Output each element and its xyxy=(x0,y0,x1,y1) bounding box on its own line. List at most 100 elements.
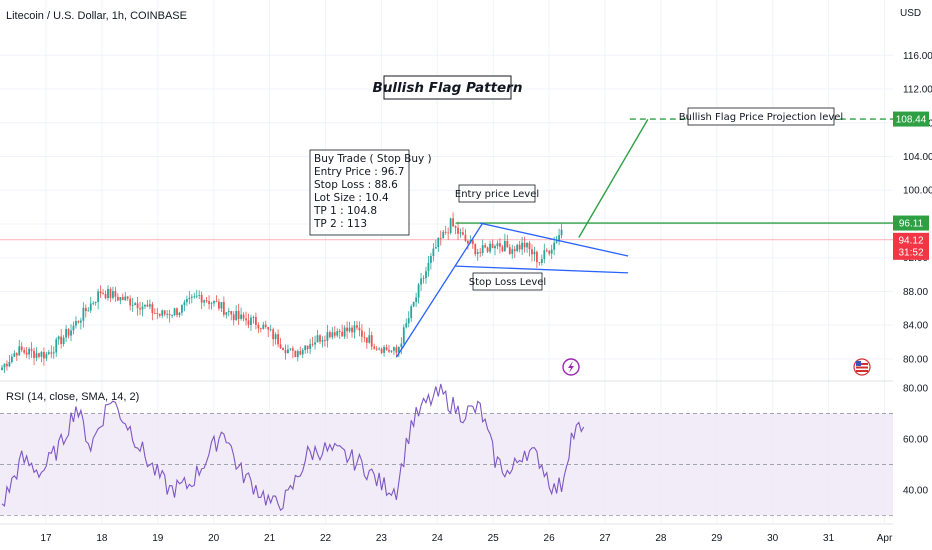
candle[interactable] xyxy=(476,248,479,261)
candle[interactable] xyxy=(346,321,348,339)
candle[interactable] xyxy=(533,246,536,262)
candle[interactable] xyxy=(427,256,430,277)
candle[interactable] xyxy=(499,238,501,254)
candle[interactable] xyxy=(242,312,245,322)
candle[interactable] xyxy=(149,299,151,310)
candle[interactable] xyxy=(40,350,43,363)
candle[interactable] xyxy=(368,327,371,344)
candle[interactable] xyxy=(437,237,440,252)
candle[interactable] xyxy=(444,225,447,235)
candle[interactable] xyxy=(222,296,225,318)
candle[interactable] xyxy=(82,302,85,328)
candle[interactable] xyxy=(254,312,257,330)
candle[interactable] xyxy=(516,243,519,253)
candle[interactable] xyxy=(166,310,169,319)
flagpole-trendline[interactable] xyxy=(395,222,484,358)
candle[interactable] xyxy=(25,347,28,359)
candle[interactable] xyxy=(333,326,336,339)
candle[interactable] xyxy=(405,318,408,329)
candle[interactable] xyxy=(178,311,181,318)
candle[interactable] xyxy=(543,243,546,264)
candle[interactable] xyxy=(272,327,275,347)
candle[interactable] xyxy=(50,345,53,359)
candle[interactable] xyxy=(200,291,203,310)
candle[interactable] xyxy=(336,328,339,338)
candle[interactable] xyxy=(230,310,233,321)
candle[interactable] xyxy=(57,335,60,345)
candle[interactable] xyxy=(136,296,139,316)
candle[interactable] xyxy=(452,212,454,228)
candle[interactable] xyxy=(494,244,496,256)
candle[interactable] xyxy=(316,329,319,343)
candle[interactable] xyxy=(173,307,176,317)
candle[interactable] xyxy=(6,360,8,371)
candle[interactable] xyxy=(550,244,553,259)
candle[interactable] xyxy=(284,344,287,360)
candle[interactable] xyxy=(28,347,31,360)
candle[interactable] xyxy=(156,307,159,320)
candle[interactable] xyxy=(146,300,149,307)
candle[interactable] xyxy=(319,334,321,345)
candle[interactable] xyxy=(356,320,358,330)
candle[interactable] xyxy=(77,320,80,324)
candle[interactable] xyxy=(33,347,35,366)
candle[interactable] xyxy=(331,327,334,340)
candle[interactable] xyxy=(141,302,144,317)
candle[interactable] xyxy=(511,244,514,259)
candle[interactable] xyxy=(526,242,528,253)
candle[interactable] xyxy=(190,294,193,304)
candle[interactable] xyxy=(314,335,316,350)
candle[interactable] xyxy=(168,309,171,323)
candle[interactable] xyxy=(380,347,383,355)
candle[interactable] xyxy=(338,328,341,339)
candle[interactable] xyxy=(304,344,307,354)
candle[interactable] xyxy=(464,229,467,243)
candle[interactable] xyxy=(121,293,124,301)
candle[interactable] xyxy=(183,299,186,312)
candle[interactable] xyxy=(407,311,410,328)
candle[interactable] xyxy=(432,243,435,262)
candle[interactable] xyxy=(62,335,65,347)
candle[interactable] xyxy=(107,285,109,301)
candle[interactable] xyxy=(23,347,26,355)
candle[interactable] xyxy=(1,364,3,371)
candle[interactable] xyxy=(30,342,33,358)
flag-title-box[interactable]: Bullish Flag Pattern xyxy=(373,75,523,100)
candle[interactable] xyxy=(163,310,166,317)
candle[interactable] xyxy=(158,313,161,318)
time-axis[interactable]: 17 18 19 20 21 22 23 24 25 26 27 28 29 30 31 Apr xyxy=(40,533,893,544)
candle[interactable] xyxy=(531,244,533,262)
candle[interactable] xyxy=(402,324,405,348)
candle[interactable] xyxy=(94,301,97,306)
candle[interactable] xyxy=(439,230,442,246)
candle[interactable] xyxy=(13,350,16,358)
candle[interactable] xyxy=(375,345,378,352)
candle[interactable] xyxy=(351,325,353,338)
candle[interactable] xyxy=(237,303,240,326)
candle[interactable] xyxy=(43,347,45,366)
candle[interactable] xyxy=(198,290,201,300)
entry-label-box[interactable]: Entry price Level xyxy=(455,184,539,203)
candle[interactable] xyxy=(287,344,289,354)
candle[interactable] xyxy=(20,342,23,353)
candle[interactable] xyxy=(112,286,114,300)
candle[interactable] xyxy=(289,348,292,351)
candle[interactable] xyxy=(119,296,122,305)
candle[interactable] xyxy=(538,262,541,266)
candle[interactable] xyxy=(412,301,415,308)
candle[interactable] xyxy=(311,336,314,347)
candle[interactable] xyxy=(558,228,560,246)
candle[interactable] xyxy=(474,243,477,257)
candle[interactable] xyxy=(97,288,100,310)
candle[interactable] xyxy=(471,238,474,249)
stop-label-box[interactable]: Stop Loss Level xyxy=(469,272,546,291)
candle[interactable] xyxy=(395,344,398,357)
candle[interactable] xyxy=(47,349,50,356)
candle[interactable] xyxy=(341,324,344,337)
candle[interactable] xyxy=(277,329,279,348)
candle[interactable] xyxy=(38,352,40,359)
candle[interactable] xyxy=(99,285,102,298)
candle[interactable] xyxy=(52,346,55,359)
candle[interactable] xyxy=(225,311,228,319)
